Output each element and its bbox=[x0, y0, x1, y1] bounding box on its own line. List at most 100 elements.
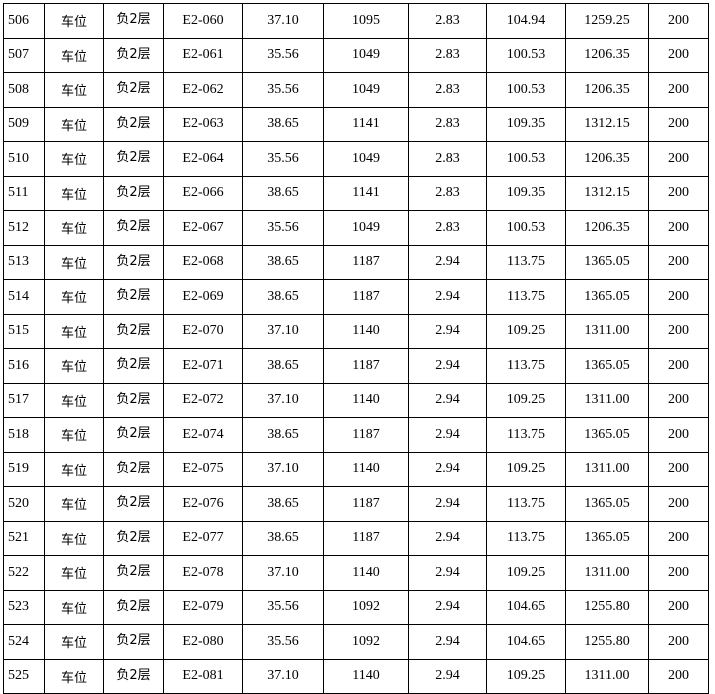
cell-unit-type: 车位 bbox=[44, 313, 104, 349]
table-row: 507 车位 负2层 E2-061 35.56 1049 2.83 100.53 1206.35… bbox=[3, 37, 709, 73]
cell-unit-type: 车位 bbox=[44, 244, 104, 280]
table-row: 524 车位 负2层 E2-080 35.56 1092 2.94 104.65 1255.80… bbox=[3, 624, 709, 660]
cell-floor: 负2层 bbox=[103, 417, 164, 453]
cell-unit-type: 车位 bbox=[44, 141, 104, 177]
table-row: 522 车位 负2层 E2-078 37.10 1140 2.94 109.25 1311.00… bbox=[3, 555, 709, 591]
cell-fee: 200 bbox=[648, 589, 709, 625]
cell-area: 38.65 bbox=[242, 486, 324, 522]
cell-ratio: 2.83 bbox=[408, 175, 487, 211]
cell-floor: 负2层 bbox=[103, 210, 164, 246]
cell-row-number: 508 bbox=[3, 72, 45, 108]
cell-unit-price: 1187 bbox=[323, 417, 409, 453]
cell-area: 38.65 bbox=[242, 244, 324, 280]
table-row: 516 车位 负2层 E2-071 38.65 1187 2.94 113.75 1365.05… bbox=[3, 348, 709, 384]
table-row: 510 车位 负2层 E2-064 35.56 1049 2.83 100.53 1206.35… bbox=[3, 141, 709, 177]
cell-ratio: 2.94 bbox=[408, 244, 487, 280]
cell-amount: 100.53 bbox=[486, 37, 566, 73]
cell-row-number: 520 bbox=[3, 486, 45, 522]
cell-space-code: E2-071 bbox=[163, 348, 243, 384]
cell-amount: 109.25 bbox=[486, 658, 566, 694]
cell-floor: 负2层 bbox=[103, 555, 164, 591]
cell-space-code: E2-075 bbox=[163, 451, 243, 487]
cell-total: 1311.00 bbox=[565, 382, 649, 418]
cell-total: 1311.00 bbox=[565, 313, 649, 349]
cell-unit-price: 1187 bbox=[323, 244, 409, 280]
cell-unit-price: 1140 bbox=[323, 658, 409, 694]
cell-floor: 负2层 bbox=[103, 451, 164, 487]
cell-floor: 负2层 bbox=[103, 72, 164, 108]
cell-unit-type: 车位 bbox=[44, 486, 104, 522]
cell-fee: 200 bbox=[648, 210, 709, 246]
cell-ratio: 2.94 bbox=[408, 313, 487, 349]
table-row: 511 车位 负2层 E2-066 38.65 1141 2.83 109.35 1312.15… bbox=[3, 175, 709, 211]
parking-price-table: 506 车位 负2层 E2-060 37.10 1095 2.83 104.94 1259.25… bbox=[3, 3, 709, 694]
cell-area: 37.10 bbox=[242, 382, 324, 418]
cell-unit-type: 车位 bbox=[44, 555, 104, 591]
cell-ratio: 2.83 bbox=[408, 106, 487, 142]
cell-ratio: 2.94 bbox=[408, 417, 487, 453]
cell-amount: 104.65 bbox=[486, 624, 566, 660]
cell-space-code: E2-061 bbox=[163, 37, 243, 73]
table-row: 520 车位 负2层 E2-076 38.65 1187 2.94 113.75 1365.05… bbox=[3, 486, 709, 522]
cell-row-number: 510 bbox=[3, 141, 45, 177]
cell-area: 37.10 bbox=[242, 658, 324, 694]
cell-unit-type: 车位 bbox=[44, 589, 104, 625]
cell-area: 37.10 bbox=[242, 555, 324, 591]
table-row: 521 车位 负2层 E2-077 38.65 1187 2.94 113.75 1365.05… bbox=[3, 520, 709, 556]
cell-area: 38.65 bbox=[242, 279, 324, 315]
cell-fee: 200 bbox=[648, 279, 709, 315]
cell-floor: 负2层 bbox=[103, 279, 164, 315]
cell-fee: 200 bbox=[648, 417, 709, 453]
cell-space-code: E2-072 bbox=[163, 382, 243, 418]
cell-row-number: 523 bbox=[3, 589, 45, 625]
cell-space-code: E2-074 bbox=[163, 417, 243, 453]
cell-row-number: 519 bbox=[3, 451, 45, 487]
table-row: 512 车位 负2层 E2-067 35.56 1049 2.83 100.53 1206.35… bbox=[3, 210, 709, 246]
cell-total: 1206.35 bbox=[565, 210, 649, 246]
cell-area: 35.56 bbox=[242, 210, 324, 246]
cell-amount: 109.25 bbox=[486, 313, 566, 349]
cell-ratio: 2.94 bbox=[408, 520, 487, 556]
cell-total: 1255.80 bbox=[565, 624, 649, 660]
cell-fee: 200 bbox=[648, 624, 709, 660]
cell-amount: 104.65 bbox=[486, 589, 566, 625]
cell-row-number: 515 bbox=[3, 313, 45, 349]
cell-unit-price: 1092 bbox=[323, 624, 409, 660]
cell-area: 35.56 bbox=[242, 624, 324, 660]
cell-unit-price: 1049 bbox=[323, 210, 409, 246]
cell-row-number: 521 bbox=[3, 520, 45, 556]
cell-floor: 负2层 bbox=[103, 486, 164, 522]
cell-fee: 200 bbox=[648, 72, 709, 108]
cell-unit-type: 车位 bbox=[44, 106, 104, 142]
cell-fee: 200 bbox=[648, 313, 709, 349]
cell-floor: 负2层 bbox=[103, 520, 164, 556]
cell-row-number: 512 bbox=[3, 210, 45, 246]
cell-fee: 200 bbox=[648, 106, 709, 142]
cell-unit-type: 车位 bbox=[44, 72, 104, 108]
cell-total: 1206.35 bbox=[565, 37, 649, 73]
cell-ratio: 2.83 bbox=[408, 72, 487, 108]
cell-fee: 200 bbox=[648, 175, 709, 211]
cell-fee: 200 bbox=[648, 37, 709, 73]
cell-space-code: E2-063 bbox=[163, 106, 243, 142]
cell-amount: 109.25 bbox=[486, 555, 566, 591]
table-body: 506 车位 负2层 E2-060 37.10 1095 2.83 104.94 1259.25… bbox=[3, 3, 709, 694]
cell-row-number: 511 bbox=[3, 175, 45, 211]
cell-unit-type: 车位 bbox=[44, 3, 104, 39]
cell-amount: 113.75 bbox=[486, 486, 566, 522]
cell-area: 35.56 bbox=[242, 141, 324, 177]
cell-total: 1365.05 bbox=[565, 348, 649, 384]
cell-unit-price: 1140 bbox=[323, 451, 409, 487]
table-row: 525 车位 负2层 E2-081 37.10 1140 2.94 109.25 1311.00… bbox=[3, 658, 709, 694]
cell-unit-price: 1140 bbox=[323, 382, 409, 418]
cell-unit-price: 1187 bbox=[323, 486, 409, 522]
cell-total: 1365.05 bbox=[565, 520, 649, 556]
cell-row-number: 518 bbox=[3, 417, 45, 453]
cell-unit-type: 车位 bbox=[44, 417, 104, 453]
cell-amount: 113.75 bbox=[486, 520, 566, 556]
cell-row-number: 506 bbox=[3, 3, 45, 39]
cell-total: 1255.80 bbox=[565, 589, 649, 625]
cell-space-code: E2-066 bbox=[163, 175, 243, 211]
cell-space-code: E2-080 bbox=[163, 624, 243, 660]
cell-unit-type: 车位 bbox=[44, 37, 104, 73]
